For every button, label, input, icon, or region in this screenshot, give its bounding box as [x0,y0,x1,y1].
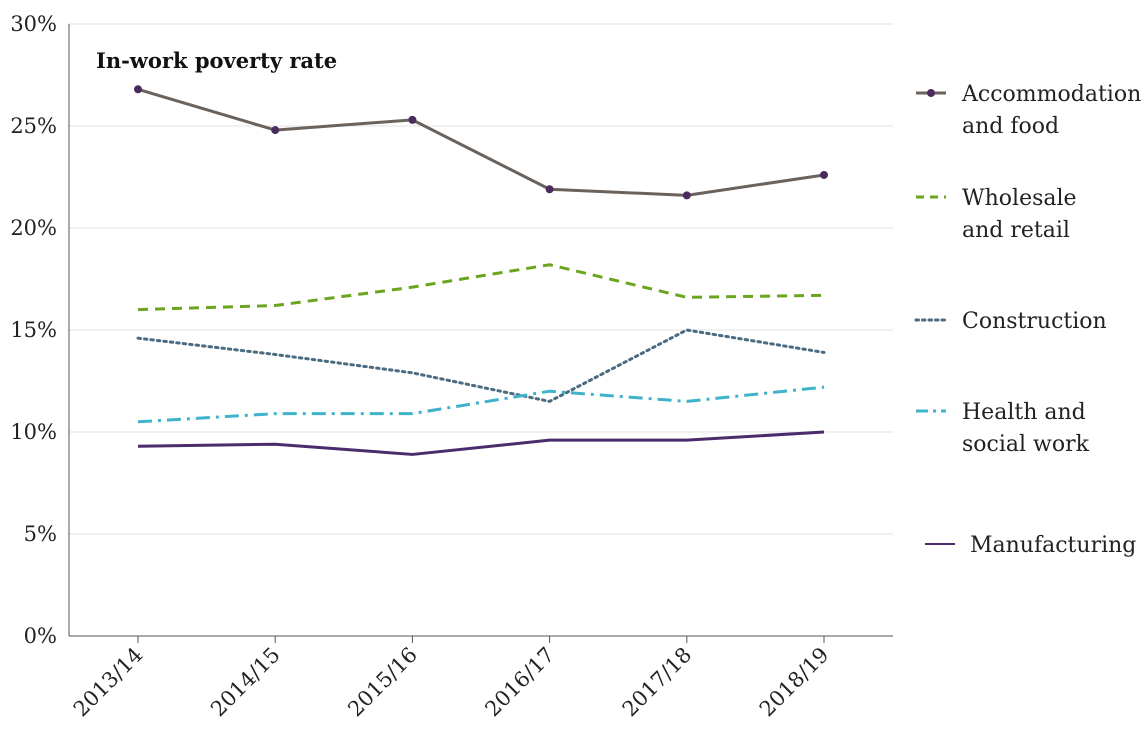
y-tick-label: 5% [24,522,57,546]
x-tick-label: 2017/18 [618,643,697,722]
data-point [820,170,828,179]
series-line-health-and-social-work [137,385,825,424]
data-point [408,115,417,124]
legend-marker [927,89,935,97]
axes: 0% 5% 10% 15% 20% 25% 30% 2013/14 2014/15 2015/16… [10,12,893,721]
x-tick-label: 2014/15 [206,643,285,722]
gridlines [69,23,893,535]
x-tick-label: 2018/19 [755,643,834,722]
x-tick-label: 2015/16 [343,643,422,722]
legend-item: Wholesale and retail [916,186,1077,243]
legend-item: Construction [914,309,1107,334]
x-tick-label: 2016/17 [480,643,559,722]
legend-item: Accommodation and food [916,82,1141,139]
y-tick-label: 0% [24,624,57,648]
y-tick-label: 30% [10,12,57,36]
x-tick-label: 2013/14 [69,643,148,722]
series-line-accommodation-and-food [137,87,825,197]
series-line-manufacturing [137,430,825,456]
legend: Accommodation and food Wholesale and retail… [914,82,1141,558]
data-point [271,126,280,135]
legend-label: Construction [962,309,1107,334]
series-lines [134,85,828,456]
legend-label: Wholesale and retail [962,186,1077,243]
series-line-wholesale-and-retail [137,263,825,312]
data-point [134,85,142,94]
y-tick-label: 20% [10,216,57,240]
data-point [682,191,691,200]
legend-label: Accommodation and food [961,82,1141,139]
y-tick-label: 25% [10,114,57,138]
series-line-construction [136,328,826,403]
legend-label: Health and social work [962,400,1090,457]
legend-label: Manufacturing [970,533,1136,558]
chart-title: In-work poverty rate [96,48,337,73]
legend-item: Health and social work [916,400,1090,457]
data-point [545,185,554,194]
y-tick-label: 15% [10,318,57,342]
legend-item: Manufacturing [925,533,1136,558]
y-tick-label: 10% [10,420,57,444]
